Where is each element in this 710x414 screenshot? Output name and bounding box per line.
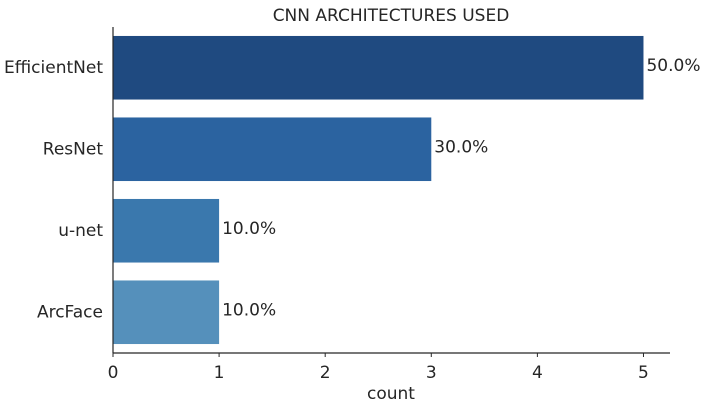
x-tick-label: 3 xyxy=(426,363,437,383)
x-tick-label: 0 xyxy=(108,363,119,383)
bar-resnet xyxy=(113,117,432,182)
x-tick-label: 5 xyxy=(638,363,649,383)
y-tick-label: EfficientNet xyxy=(4,58,103,78)
bar-arcface xyxy=(113,280,220,345)
chart-title: CNN ARCHITECTURES USED xyxy=(273,6,510,26)
y-tick-label: ResNet xyxy=(43,139,104,159)
y-tick-label: u-net xyxy=(58,221,103,241)
y-tick-label: ArcFace xyxy=(37,302,103,322)
bar-efficientnet xyxy=(113,35,644,100)
data-label: 50.0% xyxy=(646,56,700,76)
data-label: 10.0% xyxy=(222,300,276,320)
bar-u-net xyxy=(113,198,220,263)
data-label: 30.0% xyxy=(434,137,488,157)
x-tick-label: 2 xyxy=(320,363,331,383)
x-axis-label: count xyxy=(367,384,415,404)
data-label: 10.0% xyxy=(222,219,276,239)
x-tick-label: 1 xyxy=(214,363,225,383)
x-tick-label: 4 xyxy=(532,363,543,383)
